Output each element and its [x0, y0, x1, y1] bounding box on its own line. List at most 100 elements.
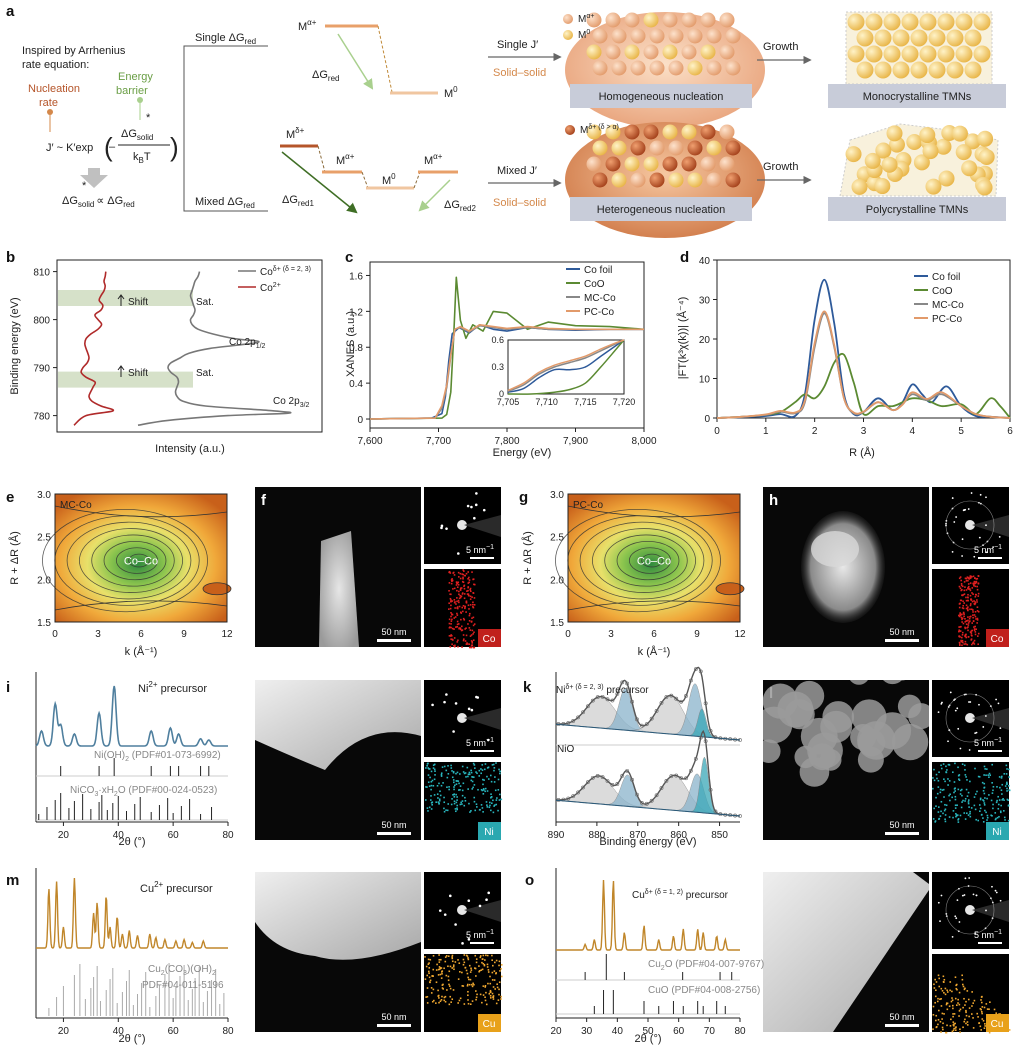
- eds-pixel: [453, 574, 456, 576]
- eds-pixel: [450, 634, 452, 636]
- eds-pixel: [964, 818, 967, 820]
- ni-precursor-data-point: [664, 695, 669, 699]
- legend-label: CoO: [584, 279, 605, 290]
- scale-label: 50 nm: [889, 820, 914, 830]
- panel-d-lines: [716, 278, 1011, 419]
- eds-pixel: [482, 985, 485, 987]
- eds-pixel: [460, 595, 463, 598]
- eds-pixel: [953, 781, 956, 783]
- m0-text: M0: [444, 85, 458, 100]
- diffraction-spot: [452, 730, 455, 733]
- eds-pixel: [981, 1018, 984, 1020]
- eds-pixel: [474, 967, 477, 970]
- eds-pixel: [473, 800, 476, 803]
- eds-pixel: [446, 776, 449, 779]
- eds-pixel: [466, 643, 469, 645]
- eds-pixel: [460, 618, 462, 621]
- ni-precursor-data-point: [654, 709, 659, 713]
- eds-pixel: [960, 582, 963, 585]
- eds-pixel: [463, 584, 466, 587]
- x-tick-label: 70: [704, 1026, 716, 1037]
- eds-pixel: [459, 997, 462, 1000]
- legend-m-delta-ball: [565, 125, 575, 135]
- eds-pixel: [462, 634, 465, 636]
- eds-pixel: [483, 789, 485, 791]
- growth-label-1: Growth: [763, 41, 798, 53]
- eds-pixel: [952, 1007, 954, 1010]
- eds-pixel: [429, 958, 432, 961]
- panel-m-ref2: PDF#04-011-5196: [142, 980, 224, 991]
- particle: [763, 739, 781, 763]
- eds-pixel: [463, 593, 466, 595]
- eds-pixel: [463, 574, 466, 577]
- eds-pixel: [963, 764, 966, 767]
- eds-pixel: [967, 801, 970, 803]
- eds-pixel: [980, 999, 982, 1001]
- eds-pixel: [457, 639, 459, 642]
- eds-pixel: [974, 625, 976, 628]
- eds-pixel: [973, 629, 976, 632]
- eds-pixel: [467, 990, 469, 993]
- atom-ball: [649, 28, 665, 44]
- eds-pixel: [451, 776, 454, 779]
- scale-bar: [377, 832, 411, 835]
- panel-m: m 20 40 60 80 Cu2+ precursor Cu2(CO3)(OH)2 …: [6, 868, 234, 1045]
- x-tick-label: 2: [812, 426, 818, 437]
- eds-pixel: [939, 1020, 942, 1023]
- shift-label-2: Shift: [128, 368, 148, 379]
- eds-pixel: [961, 974, 963, 977]
- eds-pixel: [958, 644, 961, 647]
- diffraction-spot: [454, 702, 458, 705]
- eds-pixel: [962, 600, 964, 603]
- nio-data-point: [605, 779, 610, 783]
- eds-pixel: [979, 798, 982, 801]
- eds-pixel: [490, 795, 493, 798]
- eds-pixel: [467, 586, 469, 589]
- eds-pixel: [499, 772, 501, 775]
- eds-pixel: [453, 800, 456, 803]
- eds-pixel: [988, 1031, 991, 1034]
- eds-pixel: [960, 806, 963, 809]
- diffraction-scale-label: 5 nm−1: [974, 737, 1002, 748]
- eds-pixel: [458, 601, 460, 604]
- eds-pixel: [977, 775, 980, 778]
- eds-pixel: [450, 604, 452, 607]
- eds-pixel: [961, 613, 963, 616]
- eds-pixel: [967, 587, 969, 589]
- eds-pixel: [449, 607, 452, 610]
- eds-pixel: [1006, 781, 1008, 784]
- x-tick-label: 880: [589, 830, 606, 841]
- panel-label: h: [769, 492, 778, 509]
- eds-pixel: [975, 580, 978, 583]
- panel-a: a Inspired by Arrhenius rate equation: N…: [6, 3, 1006, 238]
- eds-pixel: [1001, 783, 1004, 786]
- x-tick-label: 3: [608, 629, 614, 640]
- eds-pixel: [468, 978, 470, 981]
- eds-pixel: [965, 596, 967, 599]
- eds-pixel: [432, 954, 435, 957]
- eds-pixel: [961, 585, 964, 588]
- eds-pixel: [459, 589, 462, 591]
- beam-stop: [464, 515, 501, 537]
- contour-line: [54, 505, 228, 518]
- xrd-trace: [35, 685, 228, 747]
- eds-pixel: [464, 640, 467, 642]
- proportional-relation: ΔGsolid ∝ ΔGred: [62, 195, 135, 209]
- eds-pixel: [948, 816, 951, 818]
- atom-ball: [725, 172, 741, 188]
- single-j-label: Single J′: [497, 39, 538, 51]
- eds-pixel: [461, 573, 463, 575]
- eds-pixel: [937, 974, 940, 977]
- y-tick-label: 0: [357, 415, 363, 426]
- eds-pixel: [470, 969, 473, 971]
- y-tick-label: 2.0: [37, 575, 51, 586]
- eds-pixel: [964, 797, 967, 800]
- contour-line: [628, 547, 672, 574]
- beam-stop: [972, 900, 1009, 922]
- eds-pixel: [447, 965, 449, 968]
- eds-pixel: [951, 1004, 954, 1007]
- solid-solid-2: Solid–solid: [493, 197, 546, 209]
- eds-pixel: [457, 978, 460, 980]
- element-tag-label: Co: [483, 634, 496, 645]
- atom-ball: [630, 28, 646, 44]
